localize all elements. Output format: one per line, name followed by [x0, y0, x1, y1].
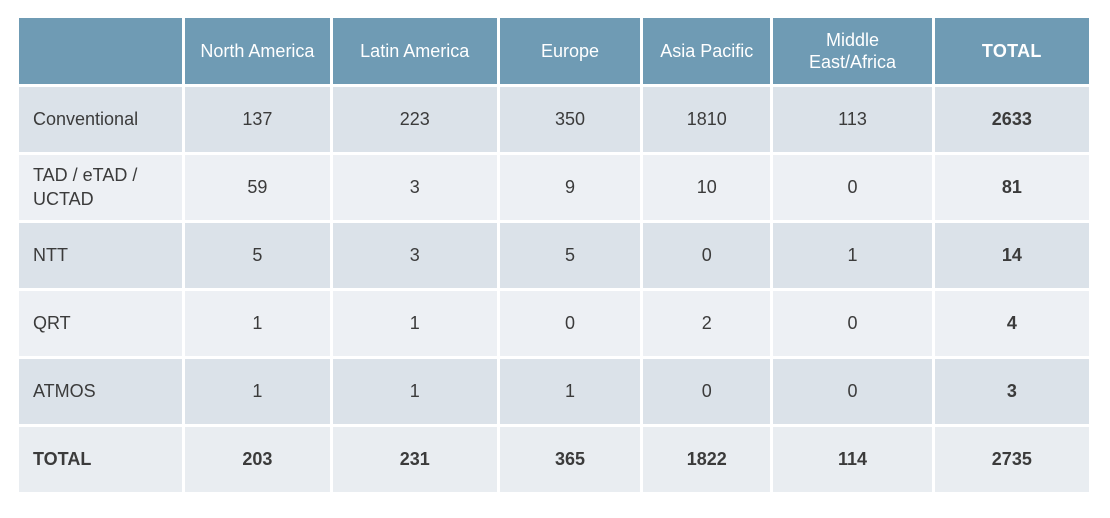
header-cell-empty: [19, 18, 183, 84]
regional-category-table: North America Latin America Europe Asia …: [16, 15, 1092, 495]
data-cell: 1: [332, 291, 497, 356]
data-cell: 3: [332, 223, 497, 288]
row-label: Conventional: [19, 87, 183, 152]
data-cell: 9: [499, 155, 641, 220]
row-tad-etad-uctad: TAD / eTAD / UCTAD 59 3 9 10 0 81: [19, 155, 1089, 220]
data-cell: 223: [332, 87, 497, 152]
data-cell: 203: [185, 427, 330, 492]
row-total-cell: 2633: [934, 87, 1089, 152]
data-cell: 2: [643, 291, 771, 356]
grand-total-cell: 2735: [934, 427, 1089, 492]
row-total: TOTAL 203 231 365 1822 114 2735: [19, 427, 1089, 492]
data-cell: 0: [773, 291, 932, 356]
data-cell: 1: [332, 359, 497, 424]
data-cell: 1: [773, 223, 932, 288]
data-cell: 137: [185, 87, 330, 152]
header-cell-latin-america: Latin America: [332, 18, 497, 84]
data-cell: 231: [332, 427, 497, 492]
data-cell: 1: [185, 291, 330, 356]
table-body: Conventional 137 223 350 1810 113 2633 T…: [19, 87, 1089, 492]
data-cell: 0: [773, 359, 932, 424]
data-cell: 365: [499, 427, 641, 492]
header-cell-middle-east-africa: Middle East/Africa: [773, 18, 932, 84]
data-cell: 0: [499, 291, 641, 356]
row-conventional: Conventional 137 223 350 1810 113 2633: [19, 87, 1089, 152]
header-cell-total: TOTAL: [934, 18, 1089, 84]
row-total-cell: 81: [934, 155, 1089, 220]
data-cell: 10: [643, 155, 771, 220]
data-cell: 113: [773, 87, 932, 152]
row-ntt: NTT 5 3 5 0 1 14: [19, 223, 1089, 288]
data-cell: 5: [499, 223, 641, 288]
data-cell: 0: [773, 155, 932, 220]
data-cell: 0: [643, 359, 771, 424]
row-label: TAD / eTAD / UCTAD: [19, 155, 183, 220]
data-cell: 1822: [643, 427, 771, 492]
table-container: North America Latin America Europe Asia …: [16, 15, 1092, 495]
data-cell: 1: [185, 359, 330, 424]
data-cell: 1810: [643, 87, 771, 152]
table-header: North America Latin America Europe Asia …: [19, 18, 1089, 84]
data-cell: 5: [185, 223, 330, 288]
header-cell-europe: Europe: [499, 18, 641, 84]
data-cell: 114: [773, 427, 932, 492]
row-label: QRT: [19, 291, 183, 356]
data-cell: 59: [185, 155, 330, 220]
row-total-cell: 4: [934, 291, 1089, 356]
row-atmos: ATMOS 1 1 1 0 0 3: [19, 359, 1089, 424]
data-cell: 3: [332, 155, 497, 220]
data-cell: 1: [499, 359, 641, 424]
header-cell-north-america: North America: [185, 18, 330, 84]
data-cell: 0: [643, 223, 771, 288]
row-label: NTT: [19, 223, 183, 288]
data-cell: 350: [499, 87, 641, 152]
row-total-cell: 3: [934, 359, 1089, 424]
row-label: TOTAL: [19, 427, 183, 492]
header-row: North America Latin America Europe Asia …: [19, 18, 1089, 84]
row-total-cell: 14: [934, 223, 1089, 288]
header-cell-asia-pacific: Asia Pacific: [643, 18, 771, 84]
row-label: ATMOS: [19, 359, 183, 424]
row-qrt: QRT 1 1 0 2 0 4: [19, 291, 1089, 356]
